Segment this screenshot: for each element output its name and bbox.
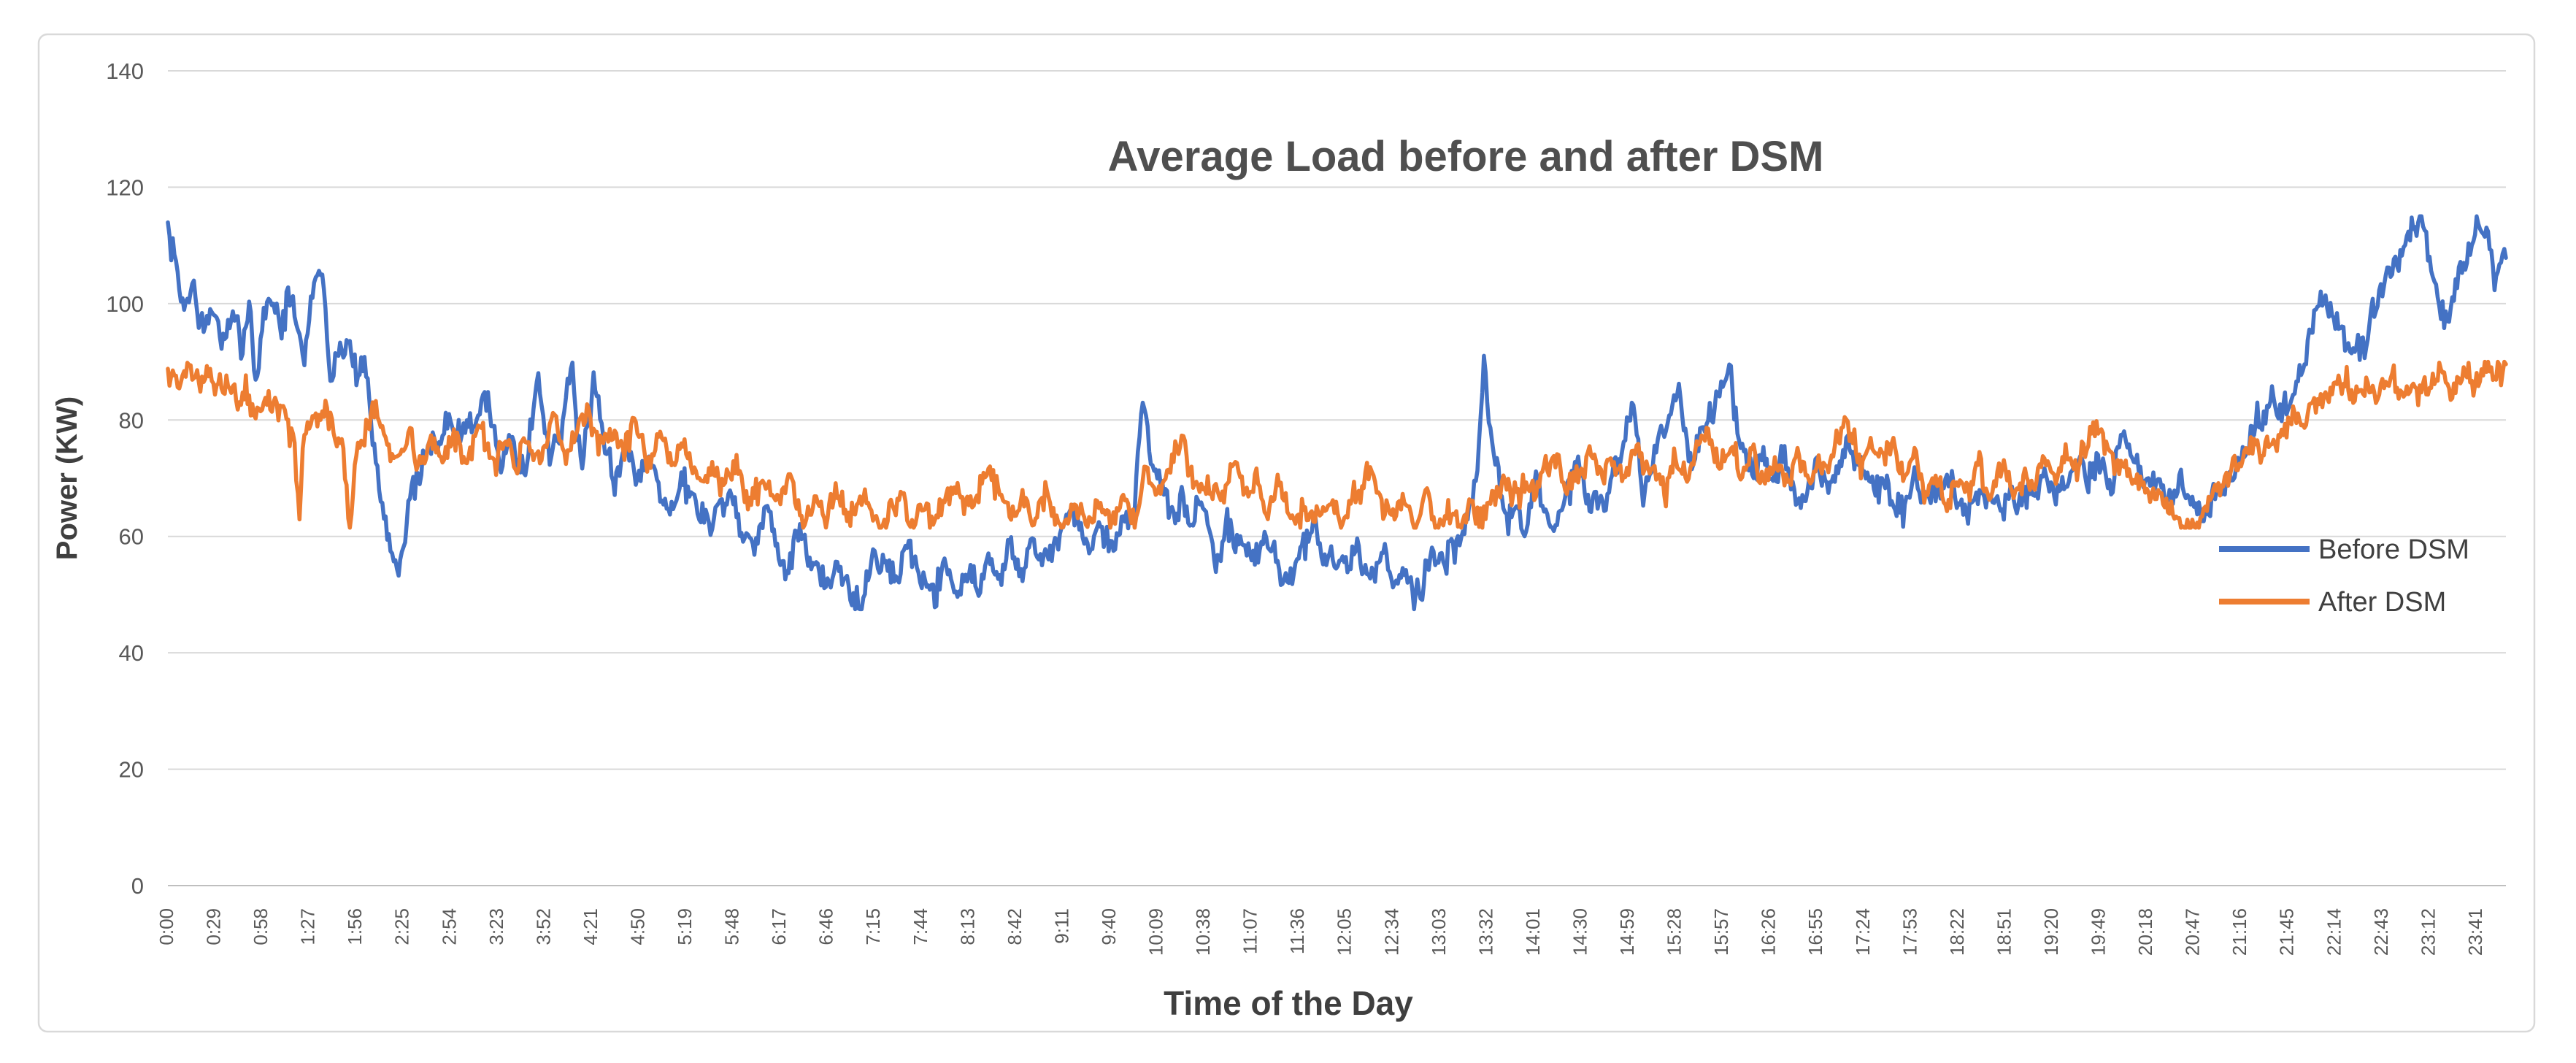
x-tick-label: 5:48 [721, 908, 743, 945]
x-tick-label: 2:25 [391, 908, 413, 945]
y-tick-label: 40 [119, 640, 144, 666]
x-tick-label: 8:42 [1004, 908, 1026, 945]
y-tick-label: 0 [131, 873, 144, 899]
x-tick-label: 12:05 [1334, 908, 1356, 956]
legend-item-after-dsm: After DSM [2219, 587, 2446, 618]
x-tick-label: 18:22 [1946, 908, 1968, 956]
x-tick-label: 14:01 [1522, 908, 1544, 956]
x-tick-label: 23:41 [2464, 908, 2486, 956]
legend-item-before-dsm: Before DSM [2219, 534, 2469, 565]
x-tick-label: 15:28 [1664, 908, 1685, 956]
x-tick-label: 9:40 [1098, 908, 1120, 945]
plot-area [166, 214, 2508, 612]
y-tick-label: 20 [119, 757, 144, 783]
x-tick-label: 18:51 [1993, 908, 2015, 956]
x-tick-label: 10:38 [1192, 908, 1214, 956]
y-axis-tick-labels: 0 20 40 60 80 100 120 140 [106, 58, 144, 899]
x-tick-label: 11:36 [1286, 908, 1308, 954]
x-tick-label: 6:17 [768, 908, 790, 945]
y-tick-label: 120 [106, 174, 144, 200]
x-tick-label: 1:56 [344, 908, 366, 945]
chart-title: Average Load before and after DSM [1108, 133, 1824, 180]
x-tick-label: 22:14 [2323, 908, 2345, 956]
legend-label-before-dsm: Before DSM [2318, 534, 2469, 565]
y-tick-label: 100 [106, 291, 144, 317]
series-line-before-dsm [166, 214, 2508, 612]
y-tick-label: 60 [119, 524, 144, 550]
x-tick-label: 22:43 [2370, 908, 2392, 956]
y-tick-label: 140 [106, 58, 144, 84]
y-tick-label: 80 [119, 407, 144, 433]
x-tick-label: 9:11 [1050, 908, 1072, 944]
x-tick-label: 0:00 [155, 908, 177, 945]
x-tick-label: 21:45 [2276, 908, 2298, 956]
x-tick-label: 3:52 [532, 908, 554, 945]
x-tick-label: 13:32 [1475, 908, 1496, 956]
x-tick-label: 2:54 [438, 908, 460, 945]
x-tick-label: 17:24 [1852, 908, 1874, 956]
x-tick-label: 19:20 [2040, 908, 2062, 956]
y-axis-title: Power (KW) [51, 396, 83, 560]
legend: Before DSM After DSM [2219, 534, 2469, 618]
x-tick-label: 5:19 [674, 908, 696, 945]
x-tick-label: 4:21 [580, 908, 601, 945]
x-axis-tick-labels: 0:00 0:29 0:58 1:27 1:56 2:25 2:54 3:23 3:52 4:21… [155, 908, 2486, 956]
x-tick-label: 0:58 [250, 908, 272, 945]
x-tick-label: 21:16 [2229, 908, 2250, 956]
x-tick-label: 20:18 [2134, 908, 2156, 956]
x-tick-label: 0:29 [203, 908, 225, 945]
series-line-after-dsm [166, 359, 2508, 530]
x-tick-label: 8:13 [956, 908, 978, 945]
x-tick-label: 7:44 [910, 908, 931, 945]
x-tick-label: 6:46 [815, 908, 837, 945]
x-axis-title: Time of the Day [1164, 984, 1413, 1022]
x-tick-label: 19:49 [2088, 908, 2110, 956]
chart-border [37, 33, 2536, 1033]
x-tick-label: 17:53 [1899, 908, 1921, 956]
x-tick-label: 23:12 [2417, 908, 2439, 956]
x-tick-label: 20:47 [2182, 908, 2204, 956]
x-tick-label: 16:55 [1804, 908, 1826, 956]
x-tick-label: 11:07 [1239, 908, 1261, 954]
x-tick-label: 4:50 [627, 908, 649, 945]
x-tick-label: 1:27 [297, 908, 319, 945]
x-tick-label: 15:57 [1710, 908, 1732, 956]
x-tick-label: 14:30 [1569, 908, 1591, 956]
legend-label-after-dsm: After DSM [2318, 587, 2446, 618]
x-tick-label: 10:09 [1145, 908, 1167, 956]
x-tick-label: 16:26 [1758, 908, 1780, 956]
x-tick-label: 12:34 [1380, 908, 1402, 956]
x-tick-label: 13:03 [1428, 908, 1450, 956]
x-tick-label: 7:15 [862, 908, 884, 945]
x-tick-label: 3:23 [485, 908, 507, 945]
x-tick-label: 14:59 [1616, 908, 1638, 956]
